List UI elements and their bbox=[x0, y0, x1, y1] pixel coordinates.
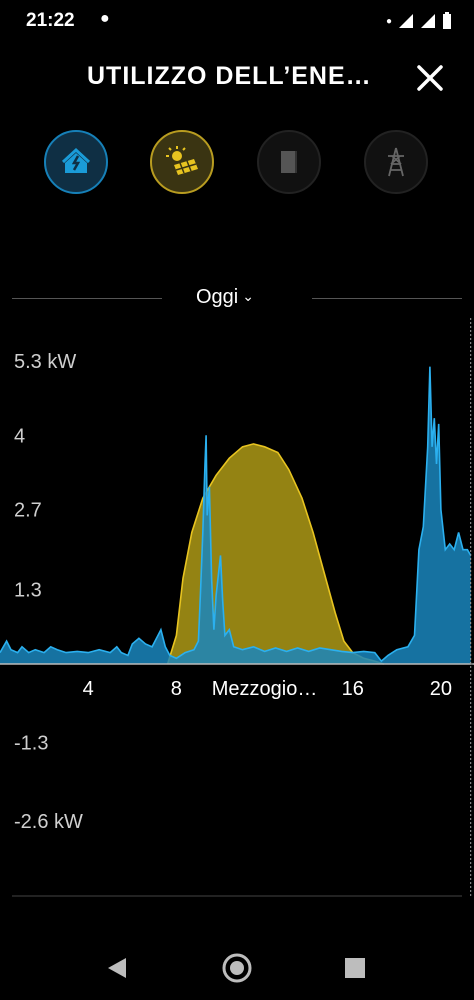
status-time: 21:22 bbox=[26, 10, 75, 31]
y-tick-label: 1.3 bbox=[14, 580, 42, 602]
close-icon bbox=[417, 65, 443, 91]
x-tick-label: Mezzogio… bbox=[212, 678, 318, 700]
y-tick-label: 2.7 bbox=[14, 500, 42, 522]
battery-icon bbox=[281, 151, 297, 173]
y-tick-label: -1.3 bbox=[14, 733, 48, 755]
power-pylon-icon bbox=[388, 147, 404, 177]
dot-icon: ● bbox=[385, 15, 392, 27]
home-icon bbox=[61, 147, 91, 173]
recents-icon[interactable] bbox=[345, 958, 365, 978]
solar-button[interactable] bbox=[150, 130, 214, 194]
x-tick-label: 16 bbox=[342, 678, 364, 700]
divider bbox=[12, 298, 162, 299]
solar-panel-icon bbox=[166, 146, 198, 175]
source-toggle-group bbox=[0, 126, 474, 196]
chevron-down-icon: ⌄ bbox=[242, 288, 254, 304]
close-button[interactable] bbox=[412, 60, 448, 96]
home-nav-icon[interactable] bbox=[221, 952, 253, 984]
y-tick-label: 4 bbox=[14, 425, 25, 447]
series-solar-line bbox=[166, 443, 384, 665]
period-label: Oggi bbox=[196, 286, 239, 308]
x-tick-label: 20 bbox=[430, 678, 452, 700]
battery-button[interactable] bbox=[257, 130, 321, 194]
home-button[interactable] bbox=[44, 130, 108, 194]
series-home-area bbox=[0, 366, 471, 664]
status-icons: ● bbox=[386, 12, 452, 30]
x-tick-label: 4 bbox=[83, 678, 94, 700]
y-tick-label: 5.3 kW bbox=[14, 351, 76, 373]
period-row: Oggi ⌄ bbox=[0, 280, 474, 316]
x-tick-label: 8 bbox=[171, 678, 182, 700]
system-nav-bar bbox=[0, 940, 474, 1000]
series-home-line bbox=[0, 366, 472, 663]
page-title: UTILIZZO DELL’ENE… bbox=[87, 62, 372, 90]
period-select[interactable]: Oggi ⌄ bbox=[196, 286, 254, 309]
grid-button[interactable] bbox=[364, 130, 428, 194]
y-tick-label: -2.6 kW bbox=[14, 811, 83, 833]
signal-icon bbox=[421, 14, 435, 28]
divider bbox=[312, 298, 462, 299]
back-icon[interactable] bbox=[106, 957, 128, 979]
battery-status-icon bbox=[443, 12, 451, 29]
signal-icon bbox=[399, 14, 413, 28]
notification-dot-icon: ● bbox=[100, 10, 110, 27]
energy-usage-chart: 5.3 kW 4 2.7 1.3 -1.3 -2.6 kW 4 8 Mezzogio… 16 20 bbox=[0, 318, 474, 897]
status-bar: 21:22 ● ● bbox=[0, 0, 474, 42]
header: UTILIZZO DELL’ENE… bbox=[0, 48, 474, 108]
